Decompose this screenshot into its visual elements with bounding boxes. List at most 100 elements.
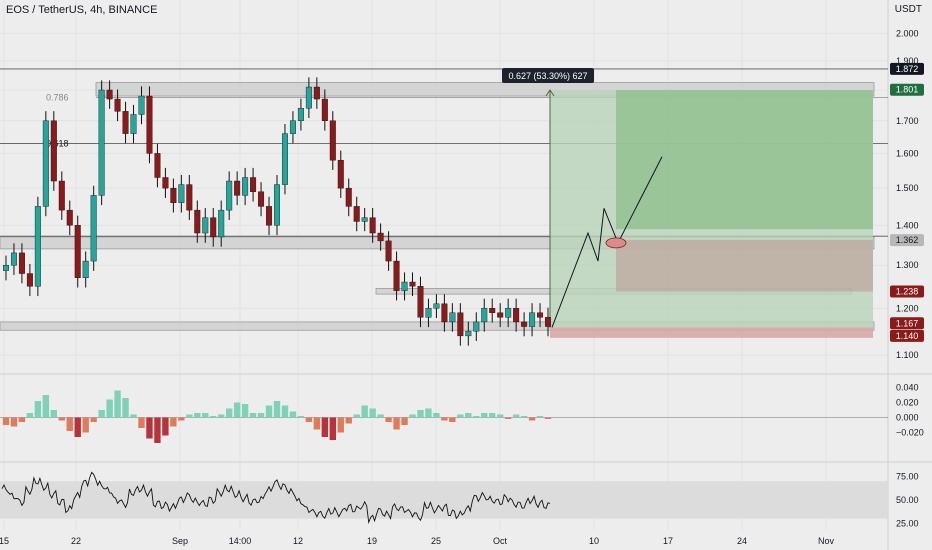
stop-zone — [550, 327, 873, 338]
candle-body — [66, 209, 73, 226]
candle-body — [146, 95, 153, 154]
osc-bar — [520, 416, 528, 418]
rsi-tick-label: 75.00 — [896, 472, 919, 482]
long-position-tool[interactable]: 0.627 (53.30%) 627 — [502, 68, 873, 338]
time-tick-label: 14:00 — [229, 536, 252, 546]
osc-bar — [337, 417, 344, 433]
osc-bar — [544, 417, 552, 419]
candle-body — [497, 312, 504, 318]
osc-bar — [504, 417, 512, 419]
candle-body — [42, 120, 49, 207]
osc-bar — [417, 410, 424, 418]
osc-bar — [441, 417, 448, 421]
osc-bar — [74, 417, 81, 437]
projection-drawings[interactable] — [551, 156, 663, 328]
candle-body — [529, 312, 536, 327]
candle-body — [242, 177, 249, 196]
price-tick-label: 2.000 — [896, 28, 919, 38]
candle-body — [505, 308, 512, 318]
osc-bar — [26, 413, 34, 418]
candle-body — [305, 86, 312, 109]
candle-body — [210, 217, 217, 238]
candle-body — [385, 240, 392, 262]
candle-body — [289, 120, 296, 134]
candle-body — [106, 89, 113, 100]
price-tag[interactable]: 1.140 — [890, 329, 924, 342]
osc-bar — [2, 417, 10, 425]
time-tick-label: 24 — [737, 536, 747, 546]
osc-bar — [433, 413, 440, 418]
price-tag-text: 1.238 — [896, 286, 919, 296]
osc-bar — [114, 390, 121, 418]
price-tick-label: 1.300 — [896, 260, 919, 270]
candle-body — [281, 133, 288, 185]
candle-body — [441, 303, 448, 323]
time-axis[interactable]: 15 22 Sep 14:00 12 19 25 Oct 10 17 24 Nov — [0, 536, 834, 546]
time-tick-label: 22 — [71, 536, 81, 546]
candle-body — [369, 217, 376, 234]
symbol-title[interactable]: EOS / TetherUS, 4h, BINANCE — [6, 4, 158, 16]
price-tick-label: 1.900 — [896, 56, 919, 66]
osc-bar — [289, 411, 297, 418]
price-tag-text: 1.872 — [896, 64, 919, 74]
price-tag-box — [890, 62, 924, 75]
candle-body — [170, 187, 177, 203]
candle-body — [114, 98, 121, 112]
price-axis[interactable]: 1.1001.2001.3001.4001.5001.6001.7001.800… — [890, 28, 924, 528]
osc-tick-label: 0.000 — [896, 413, 919, 423]
candle-body — [353, 206, 360, 222]
candle-body — [218, 209, 225, 238]
candle-body — [122, 111, 129, 134]
candle-body — [250, 177, 257, 192]
candle-body — [425, 308, 432, 318]
osc-bar — [536, 416, 544, 418]
osc-tick-label: −0.020 — [896, 428, 924, 438]
candle-body — [473, 321, 480, 332]
osc-bar — [377, 414, 384, 418]
osc-bar — [34, 401, 42, 418]
osc-bar — [10, 417, 18, 427]
currency-unit: USDT — [894, 4, 922, 15]
price-tag-box — [890, 317, 924, 330]
candle-body — [449, 312, 456, 323]
zone-support — [0, 321, 875, 331]
osc-bar — [194, 413, 201, 418]
price-tag[interactable]: 1.167 — [890, 317, 924, 330]
price-tag-box — [890, 285, 924, 298]
candle-body — [313, 86, 320, 100]
candle-body — [401, 281, 408, 291]
price-tag[interactable]: 1.801 — [890, 83, 924, 96]
time-tick-label: 19 — [367, 536, 377, 546]
candle-body — [178, 184, 185, 203]
time-tick-label: 25 — [431, 536, 441, 546]
position-label-box — [502, 68, 594, 84]
osc-bar — [170, 417, 177, 427]
osc-bar — [58, 417, 65, 421]
osc-bar — [465, 413, 472, 418]
osc-bar — [257, 413, 265, 418]
osc-bar — [449, 417, 456, 422]
time-tick-label: 12 — [293, 536, 303, 546]
price-tag[interactable]: 1.872 — [890, 62, 924, 75]
candle-body — [58, 180, 65, 211]
osc-bar — [497, 414, 504, 418]
price-tick-label: 1.600 — [896, 148, 919, 158]
candle-body — [50, 120, 57, 182]
price-tag[interactable]: 1.362 — [890, 234, 924, 247]
osc-bar — [512, 414, 520, 418]
price-tag-text: 1.167 — [896, 318, 919, 328]
candle-body — [377, 232, 384, 242]
osc-bar — [218, 414, 225, 418]
osc-bar — [106, 399, 113, 418]
candle-body — [90, 195, 97, 262]
candle-body — [433, 303, 440, 309]
position-label: 0.627 (53.30%) 627 — [502, 68, 594, 84]
osc-bar — [265, 405, 273, 418]
price-tag[interactable]: 1.238 — [890, 285, 924, 298]
osc-tick-label: 0.040 — [896, 383, 919, 393]
osc-bar — [82, 417, 89, 433]
candle-body — [537, 312, 544, 318]
osc-bar — [249, 413, 257, 418]
candle-body — [545, 317, 552, 327]
